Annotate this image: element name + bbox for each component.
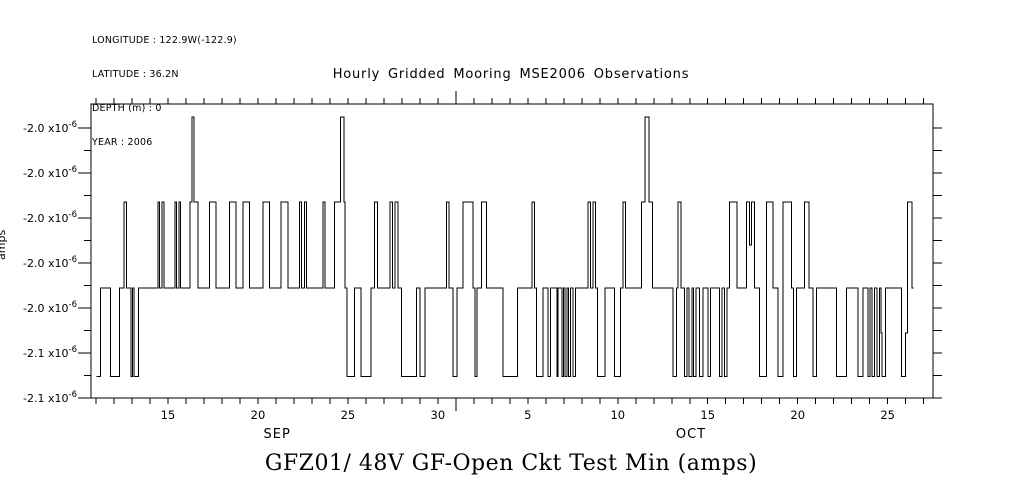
- y-axis-tick-label: -2.0 x10-6: [23, 300, 77, 315]
- y-axis-tick-label: -2.0 x10-6: [23, 210, 77, 225]
- metadata-longitude: LONGITUDE : 122.9W(-122.9): [92, 34, 237, 46]
- metadata-year: YEAR : 2006: [92, 137, 153, 149]
- y-axis-tick-label: -2.0 x10-6: [23, 120, 77, 135]
- y-axis-tick-label: -2.0 x10-6: [23, 255, 77, 270]
- y-axis-tick-label: -2.1 x10-6: [23, 390, 77, 405]
- x-axis-tick-label: 30: [431, 408, 446, 422]
- y-axis-tick-label: -2.0 x10-6: [23, 165, 77, 180]
- metadata-latitude: LATITUDE : 36.2N: [92, 69, 179, 81]
- x-axis-tick-label: 25: [341, 408, 356, 422]
- x-axis-tick-label: 20: [790, 408, 805, 422]
- x-axis-tick-label: 5: [524, 408, 531, 422]
- x-axis-tick-label: 15: [161, 408, 176, 422]
- month-label: SEP: [264, 427, 291, 442]
- x-axis-tick-label: 20: [251, 408, 266, 422]
- chart-title: Hourly Gridded Mooring MSE2006 Observati…: [332, 67, 690, 82]
- plot-border: [90, 103, 934, 399]
- x-axis-tick-label: 10: [610, 408, 625, 422]
- x-axis-tick-label: 15: [700, 408, 715, 422]
- metadata-depth: DEPTH (m) : 0: [92, 103, 162, 115]
- x-axis-tick-label: 25: [880, 408, 895, 422]
- y-axis-tick-label: -2.1 x10-6: [23, 345, 77, 360]
- month-label: OCT: [676, 427, 706, 442]
- series-path: [96, 116, 914, 377]
- station-metadata: LONGITUDE : 122.9W(-122.9) LATITUDE : 36…: [92, 12, 237, 172]
- series-title: GFZ01/ 48V GF-Open Ckt Test Min (amps): [264, 451, 758, 476]
